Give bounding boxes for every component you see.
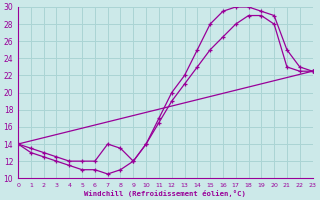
X-axis label: Windchill (Refroidissement éolien,°C): Windchill (Refroidissement éolien,°C) [84,190,246,197]
